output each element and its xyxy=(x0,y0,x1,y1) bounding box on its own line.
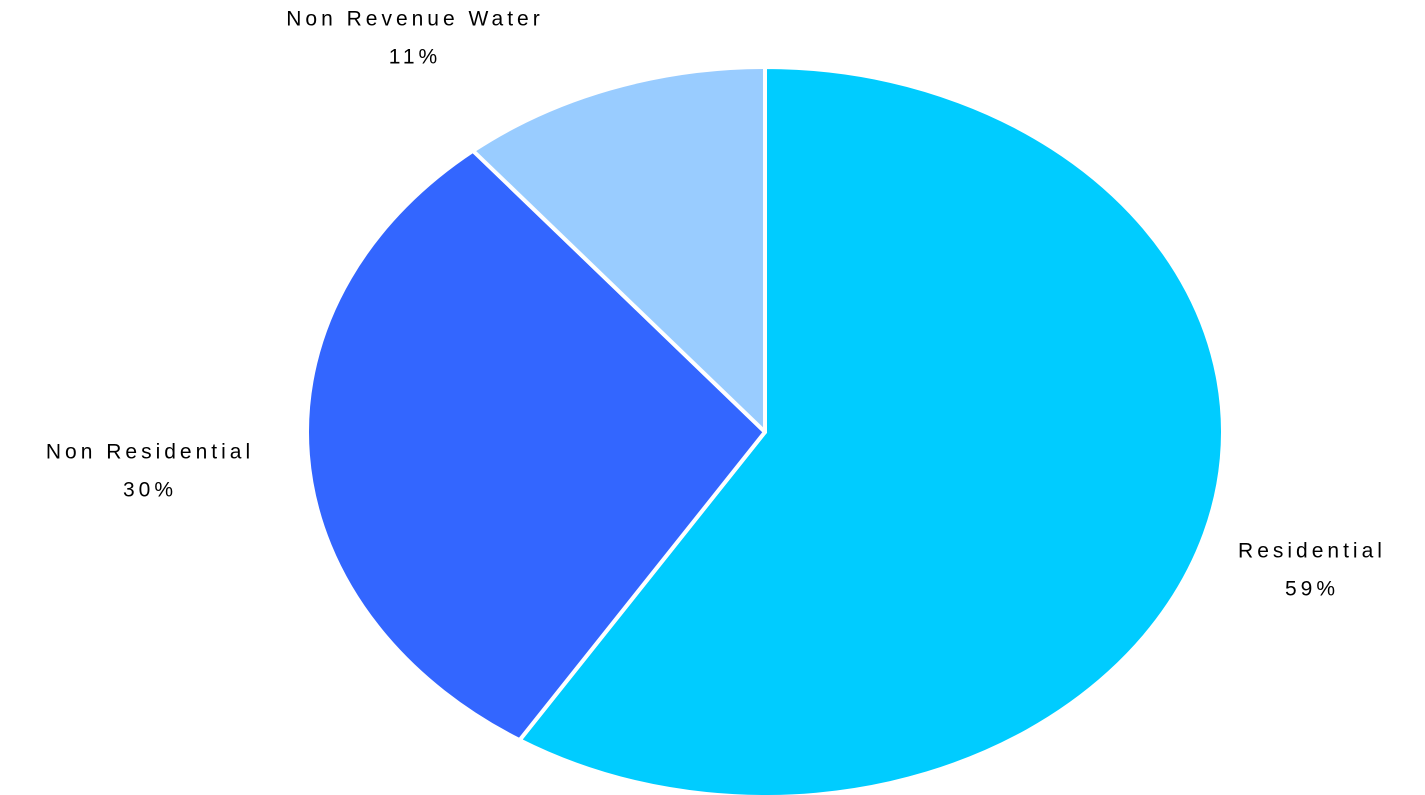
pie-slice xyxy=(517,65,1225,795)
slice-label: Residential xyxy=(1238,540,1386,563)
pie-slice xyxy=(471,65,767,434)
slice-value-label: 30% xyxy=(123,479,177,502)
slice-label: Non Revenue Water xyxy=(286,8,543,31)
pie-slice xyxy=(305,148,767,743)
slice-value-label: 11% xyxy=(389,46,441,69)
slice-label: Non Residential xyxy=(46,441,254,464)
slice-value-label: 59% xyxy=(1285,578,1339,601)
